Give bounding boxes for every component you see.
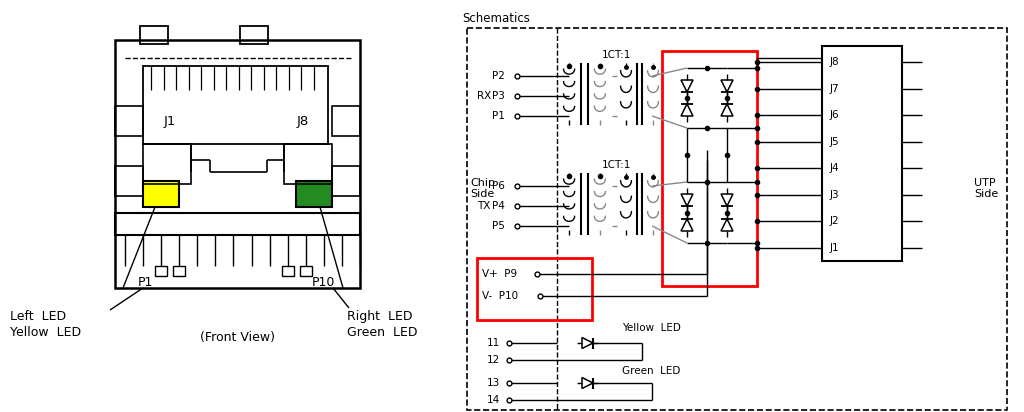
Text: 13: 13 [487,378,501,388]
Bar [140,26,168,44]
Text: J3: J3 [830,190,840,200]
Bar [662,51,757,286]
Text: J8: J8 [830,57,840,67]
Bar [477,258,592,320]
Text: Green  LED: Green LED [622,366,680,376]
Text: Left  LED: Left LED [10,310,67,323]
Bar [822,46,902,261]
Text: J5: J5 [830,137,840,147]
Bar [467,28,1007,410]
Text: P4: P4 [492,201,505,211]
Bar [296,181,332,207]
Text: RX: RX [477,91,492,101]
Text: 1CT:1: 1CT:1 [602,160,632,170]
Text: Green  LED: Green LED [347,326,418,339]
Bar [115,40,360,288]
Text: Schematics: Schematics [462,12,529,24]
Text: J7: J7 [830,84,840,94]
Text: P3: P3 [492,91,505,101]
Text: J1: J1 [830,243,840,253]
Text: Side: Side [974,189,998,199]
Text: 12: 12 [487,355,501,365]
Bar [240,26,268,44]
Text: J6: J6 [830,110,840,120]
Text: J4: J4 [830,163,840,173]
Text: P1: P1 [137,276,153,290]
Text: P2: P2 [492,71,505,81]
Bar [173,266,185,276]
Bar [143,181,179,207]
Text: P6: P6 [492,181,505,191]
Text: J2: J2 [830,216,840,226]
Bar [332,166,360,196]
Bar [143,144,191,184]
Bar [156,266,167,276]
Text: 14: 14 [487,395,501,405]
Bar [115,106,143,136]
Bar [300,266,311,276]
Text: Chip: Chip [470,178,495,188]
Text: P5: P5 [492,221,505,231]
Text: (Front View): (Front View) [201,332,275,344]
Text: V+  P9: V+ P9 [482,269,517,279]
Text: Yellow  LED: Yellow LED [10,326,81,339]
Bar [143,66,328,144]
Text: Yellow  LED: Yellow LED [622,323,681,333]
Bar [332,106,360,136]
Text: V-  P10: V- P10 [482,291,518,301]
Bar [115,166,143,196]
Text: 11: 11 [487,338,501,348]
Bar [282,266,294,276]
Bar [284,144,332,184]
Bar [115,213,360,235]
Text: Side: Side [470,189,495,199]
Text: P10: P10 [311,276,335,290]
Text: Right  LED: Right LED [347,310,413,323]
Text: 1CT:1: 1CT:1 [602,50,632,60]
Text: UTP: UTP [974,178,995,188]
Text: TX: TX [477,201,490,211]
Text: J8: J8 [297,115,309,127]
Text: P1: P1 [492,111,505,121]
Text: J1: J1 [164,115,176,127]
